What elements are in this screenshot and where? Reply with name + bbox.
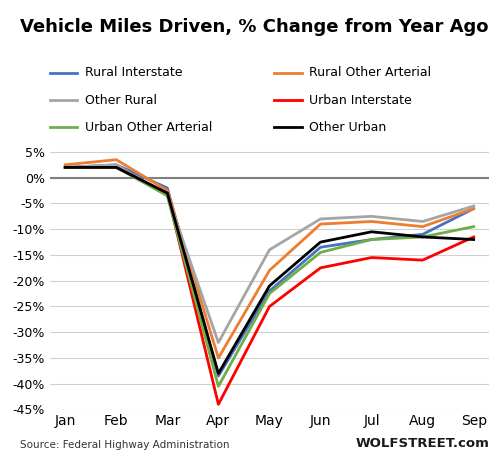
Urban Other Arterial	[164, 193, 170, 198]
Rural Interstate	[62, 165, 68, 170]
Other Rural	[420, 219, 426, 224]
Text: Source: Federal Highway Administration: Source: Federal Highway Administration	[20, 440, 230, 450]
Urban Interstate	[113, 165, 119, 170]
Line: Rural Other Arterial: Rural Other Arterial	[65, 160, 474, 358]
Urban Interstate	[216, 402, 222, 407]
Urban Other Arterial	[216, 384, 222, 389]
Other Rural	[471, 203, 477, 209]
Rural Interstate	[113, 162, 119, 167]
Urban Interstate	[369, 255, 375, 260]
Rural Other Arterial	[266, 268, 272, 273]
Urban Other Arterial	[471, 224, 477, 229]
Other Rural	[369, 213, 375, 219]
Line: Other Urban: Other Urban	[65, 167, 474, 374]
Rural Interstate	[471, 206, 477, 211]
Urban Interstate	[420, 258, 426, 263]
Rural Other Arterial	[317, 221, 323, 227]
Text: Rural Interstate: Rural Interstate	[85, 66, 182, 79]
Rural Interstate	[420, 232, 426, 237]
Urban Other Arterial	[113, 165, 119, 170]
Other Urban	[266, 283, 272, 288]
Text: Urban Other Arterial: Urban Other Arterial	[85, 121, 212, 134]
Urban Other Arterial	[420, 234, 426, 240]
Other Urban	[113, 165, 119, 170]
Rural Other Arterial	[420, 224, 426, 229]
Text: Rural Other Arterial: Rural Other Arterial	[309, 66, 432, 79]
Other Rural	[317, 216, 323, 222]
Text: WOLFSTREET.com: WOLFSTREET.com	[355, 437, 489, 450]
Urban Other Arterial	[317, 250, 323, 255]
Line: Urban Interstate: Urban Interstate	[65, 167, 474, 404]
Other Urban	[420, 234, 426, 240]
Line: Urban Other Arterial: Urban Other Arterial	[65, 167, 474, 386]
Text: Other Rural: Other Rural	[85, 94, 157, 106]
Other Urban	[369, 229, 375, 234]
Urban Interstate	[62, 165, 68, 170]
Rural Interstate	[317, 244, 323, 250]
Other Rural	[62, 165, 68, 170]
Other Rural	[216, 340, 222, 345]
Other Rural	[164, 193, 170, 198]
Other Rural	[113, 162, 119, 167]
Line: Other Rural: Other Rural	[65, 165, 474, 343]
Rural Other Arterial	[62, 162, 68, 167]
Rural Other Arterial	[164, 188, 170, 193]
Rural Other Arterial	[471, 206, 477, 211]
Rural Interstate	[164, 185, 170, 191]
Rural Other Arterial	[113, 157, 119, 162]
Text: Urban Interstate: Urban Interstate	[309, 94, 412, 106]
Text: Other Urban: Other Urban	[309, 121, 387, 134]
Rural Interstate	[266, 288, 272, 294]
Other Rural	[266, 247, 272, 253]
Other Urban	[164, 191, 170, 196]
Urban Other Arterial	[62, 165, 68, 170]
Other Urban	[216, 371, 222, 376]
Text: Vehicle Miles Driven, % Change from Year Ago: Vehicle Miles Driven, % Change from Year…	[20, 18, 489, 36]
Urban Interstate	[164, 191, 170, 196]
Urban Other Arterial	[369, 237, 375, 242]
Rural Other Arterial	[369, 219, 375, 224]
Urban Interstate	[317, 265, 323, 271]
Rural Interstate	[216, 373, 222, 379]
Other Urban	[317, 239, 323, 245]
Urban Interstate	[266, 304, 272, 309]
Urban Interstate	[471, 234, 477, 240]
Rural Other Arterial	[216, 355, 222, 361]
Other Urban	[62, 165, 68, 170]
Other Urban	[471, 237, 477, 242]
Urban Other Arterial	[266, 291, 272, 296]
Line: Rural Interstate: Rural Interstate	[65, 165, 474, 376]
Rural Interstate	[369, 237, 375, 242]
